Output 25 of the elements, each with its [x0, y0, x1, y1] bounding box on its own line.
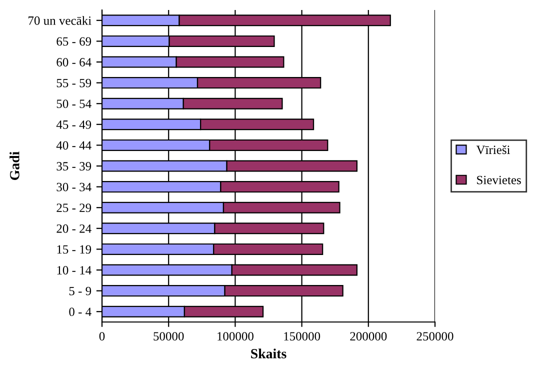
- y-tick-label: 50 - 54: [56, 100, 92, 108]
- x-tick-label: 150000: [284, 332, 320, 341]
- x-axis-title: Skaits: [251, 348, 286, 358]
- y-tick-label: 45 - 49: [56, 120, 92, 129]
- x-tick-label: 200000: [350, 332, 387, 341]
- legend-label: Vīrieši: [476, 145, 510, 154]
- y-axis-title: Gadi: [10, 152, 20, 180]
- y-tick-label: 70 un vecāki: [28, 16, 92, 25]
- y-tick-label: 35 - 39: [56, 162, 92, 170]
- y-tick-label: 55 - 59: [56, 78, 92, 88]
- y-tick-label: 30 - 34: [56, 182, 92, 192]
- y-tick-label: 65 - 69: [56, 37, 92, 46]
- y-tick-label: 10 - 14: [57, 266, 92, 274]
- x-tick-label: 0: [99, 332, 105, 341]
- y-tick-label: 40 - 44: [56, 141, 92, 150]
- y-tick-label: 60 - 64: [56, 58, 92, 66]
- y-tick-label: 25 - 29: [56, 204, 92, 212]
- x-tick-label: 100000: [218, 332, 254, 341]
- y-tick-label: 5 - 9: [69, 286, 92, 296]
- x-tick-label: 250000: [416, 332, 454, 341]
- x-tick-label: 50000: [154, 332, 184, 341]
- y-tick-label: 0 - 4: [69, 308, 92, 316]
- y-tick-label: 15 - 19: [57, 245, 92, 254]
- y-tick-label: 20 - 24: [56, 224, 92, 233]
- legend-label: Sievietes: [477, 176, 521, 184]
